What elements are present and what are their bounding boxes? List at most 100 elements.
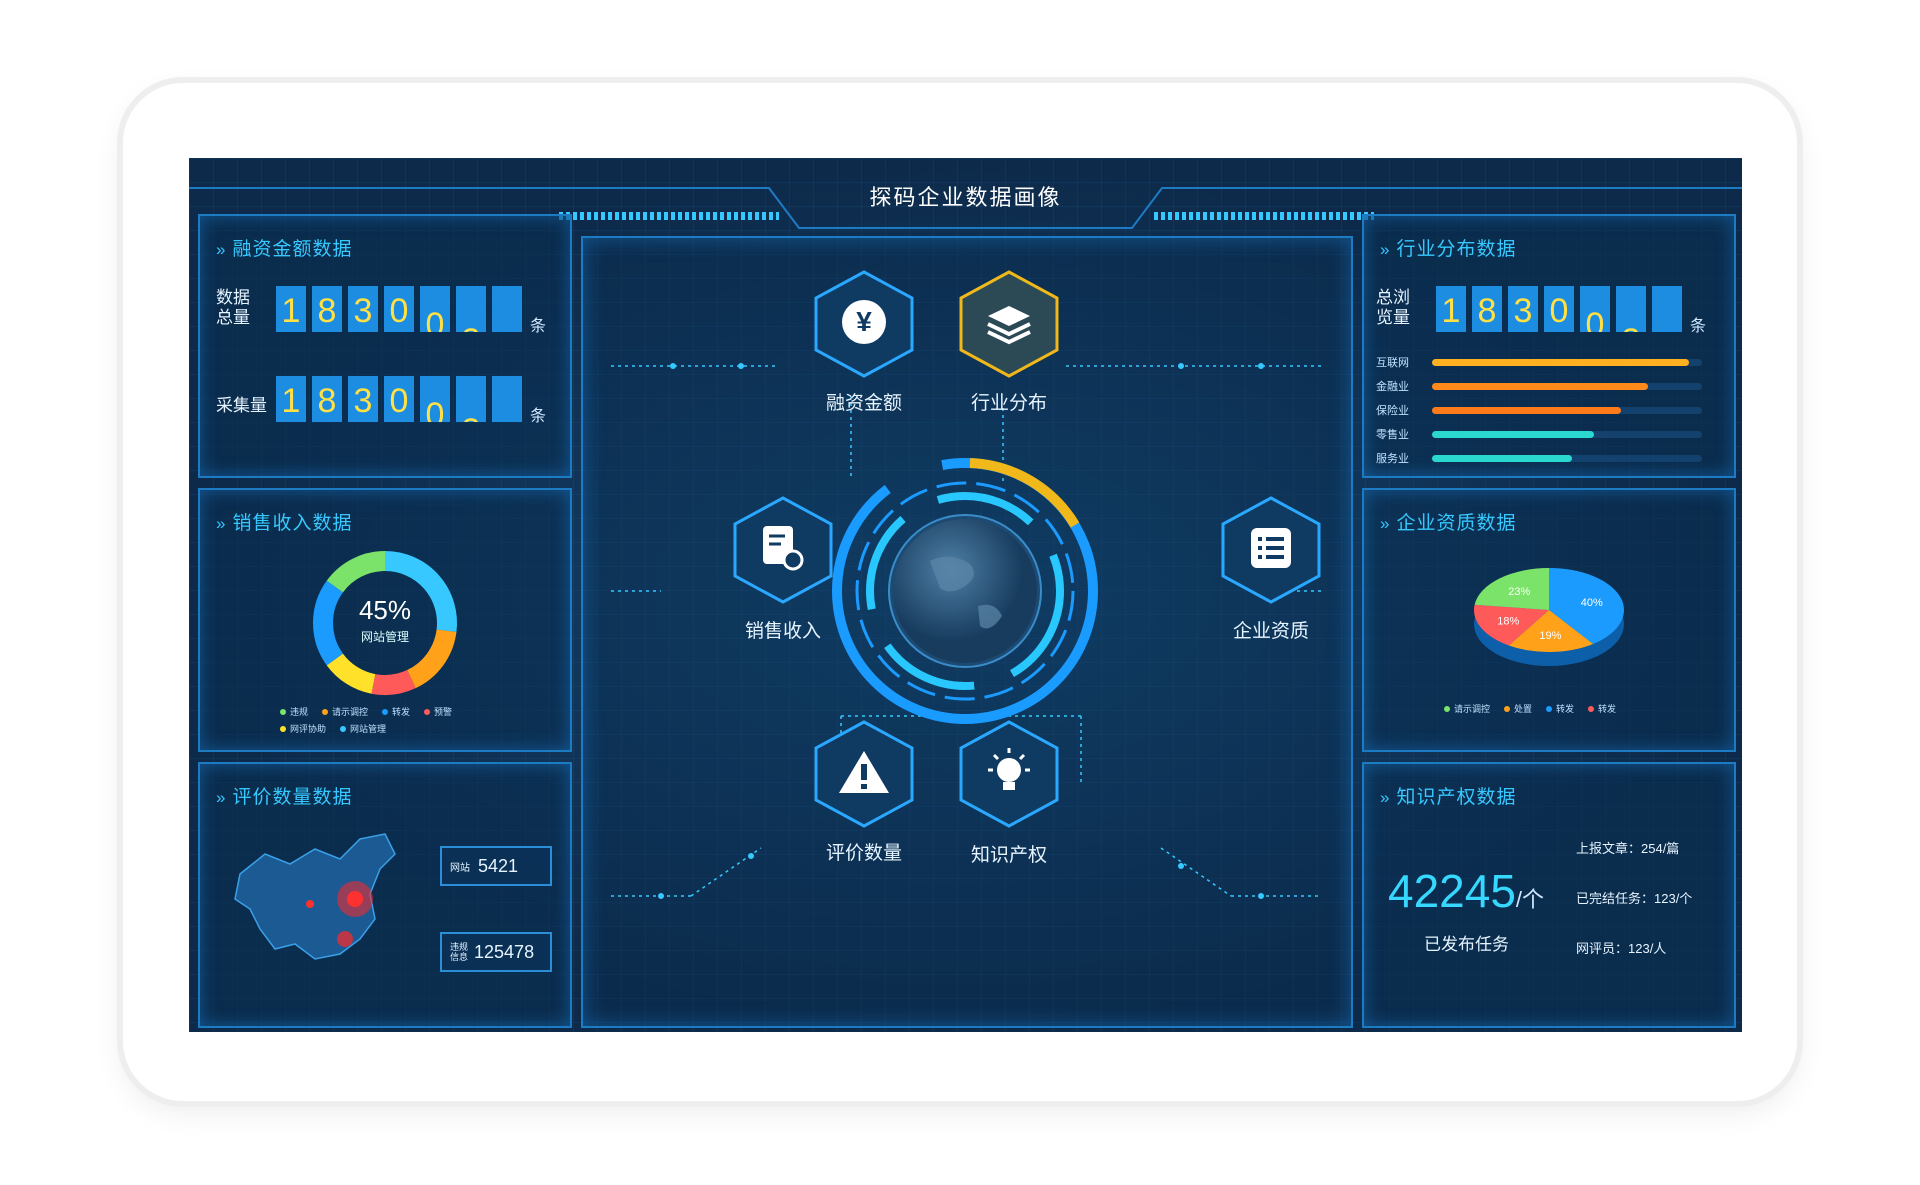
legend-item: 转发: [1546, 702, 1574, 715]
digit: 2: [1616, 286, 1646, 332]
donut-segment: [326, 551, 386, 593]
industry-bar-label: 服务业: [1376, 453, 1409, 465]
industry-panel: »行业分布数据 总浏 览量 1 8 3 0 0 2 2 条 互联网金融业保险业零…: [1362, 214, 1736, 478]
chevron-right-icon: »: [1380, 514, 1391, 533]
industry-bar-label: 零售业: [1376, 429, 1409, 441]
pie-label: 23%: [1508, 586, 1530, 598]
industry-bar-track: [1432, 383, 1702, 390]
legend-item: 请示调控: [322, 705, 368, 718]
pie-slice: [1549, 568, 1624, 644]
industry-bar-row: 互联网: [1376, 354, 1706, 370]
violation-count-box: 违规 信息 125478: [440, 932, 552, 972]
legend-dot: [382, 708, 389, 715]
chevron-right-icon: »: [216, 788, 227, 807]
legend-dot: [1504, 705, 1511, 712]
pie-slice: [1474, 568, 1549, 610]
list-icon: [1251, 528, 1291, 568]
legend-dot: [280, 725, 286, 732]
legend-dot: [280, 708, 286, 715]
chevron-right-icon: »: [1380, 240, 1391, 259]
digit: 0: [1544, 286, 1574, 332]
node-ip-label: 知识产权: [970, 845, 1047, 866]
legend-label: 转发: [392, 707, 411, 717]
reviews-panel: » 评价数量数据 网站 5421 违规 信息 125478: [198, 762, 572, 1028]
legend-dot: [1444, 705, 1450, 712]
legend-label: 请示调控: [1454, 704, 1491, 714]
node-financing[interactable]: ¥ 融资金额: [804, 268, 924, 418]
legend-item: 违规: [280, 705, 308, 718]
digit: 2: [1652, 286, 1682, 332]
qualification-legend: 请示调控 处置 转发 转发: [1444, 702, 1664, 715]
node-reviews[interactable]: 评价数量: [804, 718, 924, 868]
node-sales[interactable]: 销售收入: [723, 494, 843, 644]
node-sales-label: 销售收入: [744, 621, 821, 642]
digit: 2: [456, 286, 486, 332]
legend-label: 预警: [434, 707, 453, 717]
donut-center-value: 45%: [358, 595, 412, 625]
china-map-icon: [234, 833, 396, 960]
legend-label: 转发: [1556, 704, 1575, 714]
industry-bar-track: [1432, 431, 1702, 438]
digit: 0: [420, 376, 450, 422]
industry-bar-fill: [1432, 383, 1648, 390]
industry-bar-track: [1432, 455, 1702, 462]
chevron-right-icon: »: [216, 514, 227, 533]
digit: 8: [1472, 286, 1502, 332]
legend-item: 处置: [1504, 702, 1532, 715]
industry-bar-fill: [1432, 455, 1573, 462]
collected-label: 采集量: [216, 396, 267, 415]
node-industry[interactable]: 行业分布: [949, 268, 1069, 418]
ip-panel-title: » 知识产权数据: [1380, 787, 1517, 808]
bulb-icon: [988, 748, 1030, 790]
legend-item: 网站管理: [340, 722, 386, 735]
sales-panel: » 销售收入数据 45% 网站管理 违规 请示调控 转发 预警 网评协助 网站管理: [198, 488, 572, 752]
header-decoration: [189, 187, 1742, 229]
pie-label: 19%: [1539, 630, 1561, 642]
digit: 2: [456, 376, 486, 422]
digit: 2: [492, 376, 522, 422]
donut-segment: [371, 669, 416, 695]
industry-bar-track: [1432, 407, 1702, 414]
sales-legend: 违规 请示调控 转发 预警网评协助 网站管理: [280, 705, 500, 735]
total-unit: 条: [530, 318, 547, 335]
collected-digits: 1 8 3 0 0 2 2: [276, 376, 522, 422]
node-ip[interactable]: 知识产权: [949, 718, 1069, 868]
legend-label: 转发: [1598, 704, 1617, 714]
digit: 0: [420, 286, 450, 332]
industry-bar-label: 互联网: [1376, 357, 1409, 369]
node-qualification[interactable]: 企业资质: [1211, 494, 1331, 644]
ip-stat: 已完结任务：123/个: [1576, 891, 1693, 906]
digit: 2: [492, 286, 522, 332]
total-digits: 1 8 3 0 0 2 2: [276, 286, 522, 332]
document-icon: [763, 526, 804, 571]
published-tasks-value: 42245/个: [1388, 865, 1545, 917]
industry-bar-fill: [1432, 407, 1621, 414]
yen-icon: ¥: [842, 300, 886, 344]
donut-center-label: 网站管理: [360, 630, 409, 644]
industry-bar-row: 保险业: [1376, 402, 1706, 418]
industry-bar-row: 零售业: [1376, 426, 1706, 442]
digit: 3: [348, 286, 378, 332]
digit: 8: [312, 286, 342, 332]
legend-dot: [1588, 705, 1595, 712]
digit: 1: [276, 376, 306, 422]
pie-slice: [1474, 604, 1549, 646]
legend-item: 网评协助: [280, 722, 326, 735]
dashboard-screen: 探码企业数据画像 »融资金额数据 数据 总量 1 8 3 0 0 2 2 条 采…: [189, 158, 1742, 1032]
pie-slice: [1508, 610, 1594, 652]
legend-item: 转发: [1588, 702, 1616, 715]
donut-segment: [326, 653, 376, 694]
legend-dot: [340, 725, 347, 732]
node-financing-label: 融资金额: [825, 393, 902, 414]
qualification-pie-chart: 40% 19% 18% 23%: [1474, 568, 1624, 666]
pie-label: 40%: [1581, 597, 1603, 609]
published-tasks-label: 已发布任务: [1424, 935, 1509, 954]
legend-label: 违规: [290, 707, 309, 717]
digit: 0: [384, 286, 414, 332]
industry-bar-row: 服务业: [1376, 450, 1706, 466]
qualification-panel-title: » 企业资质数据: [1380, 513, 1517, 534]
digit: 3: [1508, 286, 1538, 332]
donut-segment: [406, 629, 457, 689]
node-industry-label: 行业分布: [970, 393, 1047, 414]
legend-dot: [424, 708, 431, 715]
